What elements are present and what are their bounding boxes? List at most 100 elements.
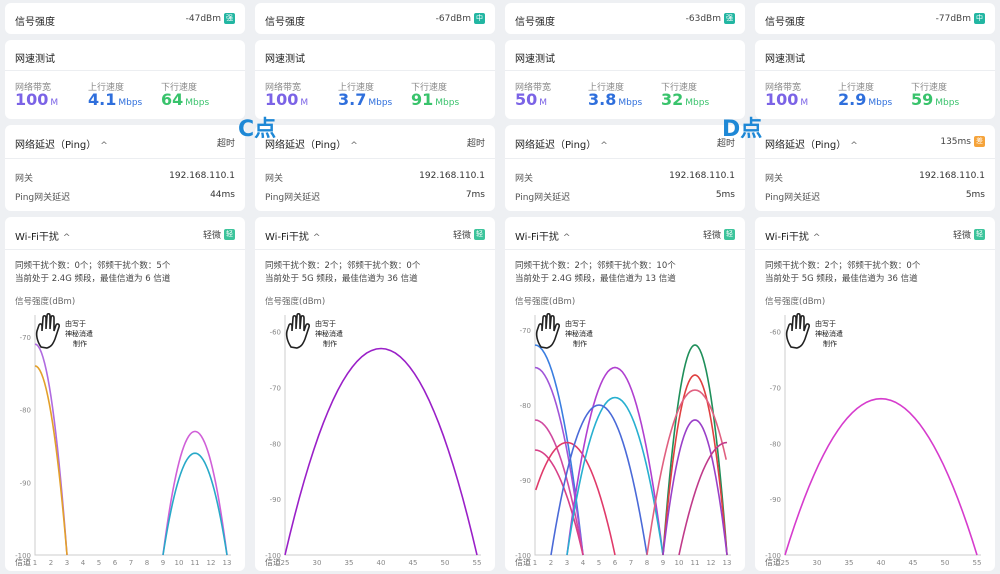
signal-card: 信号强度 -67dBm 中	[255, 3, 495, 34]
y-tick-label: -80	[520, 402, 531, 410]
signal-strength-badge: 强	[724, 13, 735, 24]
bandwidth-metric: 100 M	[15, 90, 58, 109]
divider	[755, 158, 995, 159]
x-tick-label: 35	[845, 559, 854, 567]
wifi-interference-title[interactable]: Wi-Fi干扰 ^	[515, 228, 570, 243]
chevron-up-icon[interactable]: ^	[312, 233, 321, 243]
band-recommendation: 当前处于 5G 频段，最佳信道为 36 信道	[265, 274, 418, 284]
divider	[505, 249, 745, 250]
signal-strength-badge: 中	[474, 13, 485, 24]
wifi-title-text: Wi-Fi干扰	[515, 232, 559, 243]
x-tick-label: 2	[549, 559, 553, 567]
divider	[755, 249, 995, 250]
watermark-line: 由写于	[815, 320, 836, 328]
chevron-up-icon[interactable]: ^	[350, 141, 358, 151]
wifi-interference-title[interactable]: Wi-Fi干扰 ^	[15, 228, 70, 243]
signal-curve	[678, 441, 728, 556]
ping-status: 135ms	[940, 136, 971, 147]
upload-value: 2.9	[838, 90, 867, 109]
watermark: 由写于 神秘消遣 制作	[783, 312, 843, 353]
signal-title: 信号强度	[15, 17, 55, 28]
divider	[755, 70, 995, 71]
bandwidth-unit: M	[800, 98, 809, 108]
upload-unit: Mbps	[868, 98, 893, 108]
upload-metric: 3.7 Mbps	[338, 90, 392, 109]
chevron-up-icon[interactable]: ^	[600, 141, 608, 151]
upload-unit: Mbps	[118, 98, 143, 108]
watermark-line: 神秘消遣	[565, 330, 593, 338]
x-tick-label: 9	[661, 559, 665, 567]
speed-test-title: 网速测试	[765, 54, 805, 65]
x-tick-label: 13	[723, 559, 732, 567]
signal-value: -67dBm	[435, 13, 471, 24]
divider	[505, 70, 745, 71]
x-tick-label: 55	[473, 559, 482, 567]
watermark-line: 制作	[73, 340, 87, 348]
wifi-interference-title[interactable]: Wi-Fi干扰 ^	[265, 228, 320, 243]
watermark-line: 制作	[823, 340, 837, 348]
y-tick-label: -80	[270, 440, 281, 448]
chevron-up-icon[interactable]: ^	[850, 141, 858, 151]
interference-level: 轻微	[952, 231, 971, 241]
signal-value: -47dBm	[185, 13, 221, 24]
bandwidth-metric: 50 M	[515, 90, 547, 109]
x-tick-label: 5	[597, 559, 601, 567]
band-recommendation: 当前处于 2.4G 频段，最佳信道为 13 信道	[515, 274, 676, 284]
signal-value-group: -77dBm 中	[936, 13, 985, 24]
x-tick-label: 1	[533, 559, 537, 567]
chevron-up-icon[interactable]: ^	[62, 233, 71, 243]
signal-card: 信号强度 -77dBm 中	[755, 3, 995, 34]
bandwidth-value: 50	[515, 90, 538, 109]
y-tick-label: -60	[270, 329, 281, 337]
ping-status-group: 超时	[217, 136, 235, 149]
ping-title[interactable]: 网络延迟（Ping） ^	[765, 136, 858, 151]
ping-title-text: 网络延迟（Ping）	[15, 140, 97, 151]
y-tick-label: -90	[20, 479, 31, 487]
watermark-line: 制作	[323, 340, 337, 348]
bandwidth-label: 网络带宽	[765, 83, 802, 93]
x-tick-label: 12	[707, 559, 716, 567]
chevron-up-icon[interactable]: ^	[812, 233, 821, 243]
interference-badge: 轻	[724, 229, 735, 240]
y-axis-label: 信号强度(dBm)	[765, 297, 826, 307]
signal-strength-badge: 中	[974, 13, 985, 24]
interference-count: 同频干扰个数：2个；邻频干扰个数：0个	[765, 261, 921, 271]
ping-title[interactable]: 网络延迟（Ping） ^	[15, 136, 108, 151]
wifi-interference-card: Wi-Fi干扰 ^ 轻微轻同频干扰个数：2个；邻频干扰个数：0个 当前处于 5G 频段…	[255, 217, 495, 571]
chevron-up-icon[interactable]: ^	[562, 233, 571, 243]
x-tick-label: 9	[161, 559, 165, 567]
chevron-up-icon[interactable]: ^	[100, 141, 108, 151]
watermark: 由写于 神秘消遣 制作	[533, 312, 593, 353]
signal-curve	[535, 441, 616, 556]
signal-value-group: -67dBm 中	[436, 13, 485, 24]
y-tick-label: -90	[270, 496, 281, 504]
signal-value-group: -63dBm 强	[686, 13, 735, 24]
ping-title-text: 网络延迟（Ping）	[765, 140, 847, 151]
y-tick-label: -70	[770, 385, 781, 393]
x-tick-label: 40	[877, 559, 886, 567]
bandwidth-value: 100	[265, 90, 299, 109]
x-tick-label: 40	[377, 559, 386, 567]
watermark-text: 由写于 神秘消遣 制作	[315, 319, 343, 349]
y-tick-label: -80	[770, 440, 781, 448]
ping-gateway-value: 5ms	[715, 190, 735, 200]
watermark: 由写于 神秘消遣 制作	[33, 312, 93, 353]
x-tick-label: 2	[49, 559, 53, 567]
wifi-interference-title[interactable]: Wi-Fi干扰 ^	[765, 228, 820, 243]
interference-level-group: 轻微轻	[203, 228, 235, 241]
signal-strength-badge: 强	[224, 13, 235, 24]
panel-column: 信号强度 -47dBm 强网速测试 网络带宽 100 M 上行速度 4.1 Mbps 下行速度 64…	[5, 0, 245, 574]
x-tick-label: 3	[65, 559, 69, 567]
upload-metric: 2.9 Mbps	[838, 90, 892, 109]
ping-title[interactable]: 网络延迟（Ping） ^	[515, 136, 608, 151]
x-tick-label: 8	[145, 559, 149, 567]
x-tick-label: 6	[613, 559, 618, 567]
upload-unit: Mbps	[368, 98, 393, 108]
signal-title: 信号强度	[765, 17, 805, 28]
ping-title[interactable]: 网络延迟（Ping） ^	[265, 136, 358, 151]
band-recommendation: 当前处于 2.4G 频段，最佳信道为 6 信道	[15, 274, 171, 284]
ping-gateway-label: Ping网关延迟	[765, 193, 821, 203]
